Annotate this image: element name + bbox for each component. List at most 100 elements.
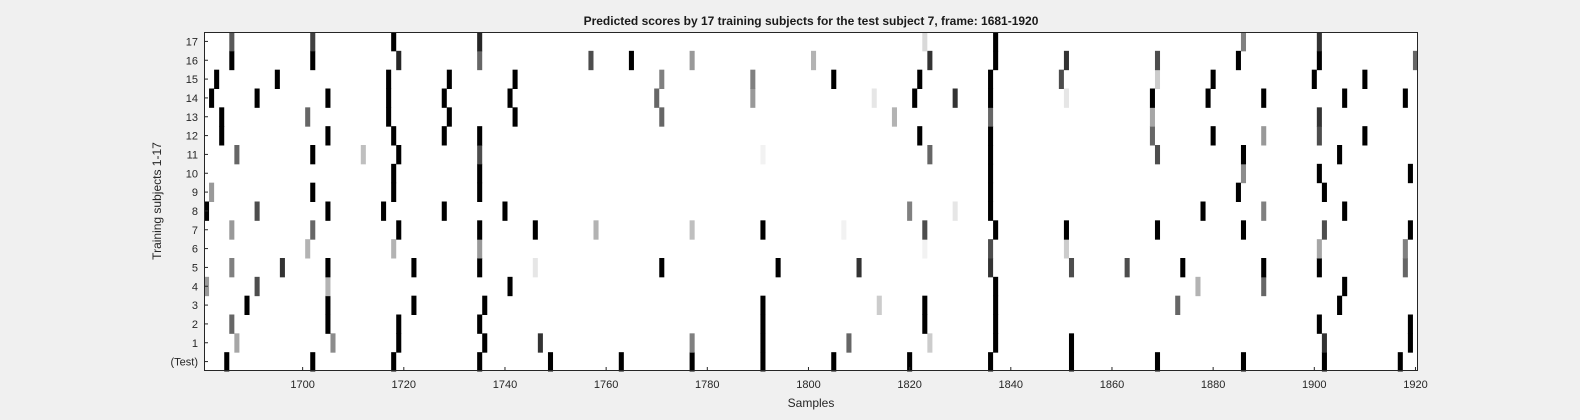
heatmap-cell	[229, 258, 235, 278]
x-tick-label: 1760	[594, 379, 618, 391]
heatmap-cell	[325, 126, 331, 146]
heatmap-cell	[988, 163, 994, 184]
heatmap-cell	[1407, 314, 1413, 334]
heatmap-cell	[1316, 32, 1322, 52]
heatmap-cell	[446, 69, 452, 89]
heatmap-cell	[922, 32, 928, 52]
heatmap-cell	[325, 201, 331, 221]
y-tick-label: 7	[192, 225, 198, 237]
heatmap-cell	[477, 352, 483, 372]
heatmap-cell	[1321, 182, 1327, 202]
heatmap-cell	[477, 163, 483, 184]
heatmap-cell	[750, 69, 756, 89]
x-tick-label: 1720	[392, 379, 416, 391]
heatmap-cell	[1316, 126, 1322, 146]
heatmap-cell	[988, 69, 994, 89]
heatmap-cell	[1195, 276, 1201, 297]
heatmap-cell	[1321, 352, 1327, 372]
x-tick-label: 1700	[290, 379, 314, 391]
heatmap-cell	[1407, 163, 1413, 184]
heatmap-cell	[274, 69, 280, 89]
heatmap-cell	[1402, 88, 1408, 108]
heatmap-cell	[593, 220, 599, 240]
heatmap-cell	[537, 333, 543, 353]
heatmap-cell	[507, 88, 513, 108]
heatmap-cell	[446, 107, 452, 127]
heatmap-cell	[831, 69, 837, 89]
heatmap-cell	[993, 314, 999, 334]
heatmap-cell	[993, 295, 999, 315]
heatmap-cell	[1261, 258, 1267, 278]
heatmap-cell	[831, 352, 837, 372]
heatmap-cell	[391, 182, 397, 202]
heatmap-cell	[689, 220, 695, 240]
heatmap-cell	[1175, 295, 1181, 315]
heatmap-cell	[927, 50, 933, 71]
heatmap-cell	[1180, 258, 1186, 278]
heatmap-cell	[229, 220, 235, 240]
heatmap-cell	[396, 314, 402, 334]
heatmap-cell	[411, 295, 417, 315]
x-tick-label: 1840	[999, 379, 1023, 391]
heatmap-cells	[204, 32, 1418, 372]
heatmap-cell	[386, 69, 392, 89]
y-tick-label: 3	[192, 300, 198, 312]
heatmap-cell	[760, 352, 766, 372]
heatmap-cell	[386, 107, 392, 127]
heatmap-cell	[477, 220, 483, 240]
heatmap-cell	[330, 333, 336, 353]
heatmap-cell	[310, 220, 316, 240]
heatmap-cell	[310, 352, 316, 372]
heatmap-cell	[482, 295, 488, 315]
heatmap-cell	[993, 276, 999, 297]
heatmap-cell	[1068, 258, 1075, 278]
heatmap-cell	[1412, 50, 1418, 71]
heatmap-cell	[775, 258, 781, 278]
y-tick-label: 1	[192, 338, 198, 350]
heatmap-cell	[628, 50, 634, 71]
heatmap-cell	[1362, 69, 1368, 89]
heatmap-cell	[396, 50, 402, 71]
heatmap-cell	[325, 314, 331, 334]
y-tick-label: 4	[192, 281, 198, 293]
heatmap-cell	[391, 126, 397, 146]
heatmap-cell	[876, 295, 882, 315]
heatmap-cell	[993, 50, 999, 71]
heatmap-cell	[1342, 88, 1348, 108]
heatmap-cell	[871, 88, 877, 108]
heatmap-cell	[912, 88, 918, 108]
heatmap-cell	[1402, 258, 1408, 278]
heatmap-cell	[922, 220, 928, 240]
heatmap-cell	[856, 258, 862, 278]
heatmap-cell	[386, 88, 392, 108]
heatmap-cell	[1058, 69, 1064, 89]
y-tick-label: 6	[192, 244, 198, 256]
heatmap-cell	[811, 50, 817, 71]
heatmap-cell	[279, 258, 285, 278]
heatmap-cell	[310, 50, 316, 71]
heatmap-cell	[1240, 163, 1247, 184]
heatmap-cell	[229, 50, 235, 71]
heatmap-cell	[477, 258, 483, 278]
y-tick-label: 15	[186, 74, 198, 86]
heatmap-cell	[512, 107, 518, 127]
y-tick-label: 13	[186, 112, 198, 124]
heatmap-cell	[1316, 107, 1322, 127]
heatmap-cell	[907, 352, 913, 372]
heatmap-cell	[922, 295, 928, 315]
heatmap-cell	[1240, 220, 1247, 240]
heatmap-cell	[1205, 88, 1211, 108]
heatmap-cell	[477, 239, 483, 259]
heatmap-cell	[659, 107, 665, 127]
heatmap-cell	[532, 220, 538, 240]
heatmap-cell	[659, 69, 665, 89]
x-axis: 1700 1720 1740 1760 1780 1800 1820 1840 1860 1880…	[290, 367, 1428, 391]
chart-title: Predicted scores by 17 training subjects…	[584, 14, 1039, 28]
heatmap-cell	[219, 107, 225, 127]
heatmap-cell	[1342, 276, 1348, 297]
heatmap-cell	[952, 201, 958, 221]
heatmap-cell	[1200, 201, 1206, 221]
heatmap-cell	[325, 88, 331, 108]
heatmap-cell	[310, 145, 316, 165]
